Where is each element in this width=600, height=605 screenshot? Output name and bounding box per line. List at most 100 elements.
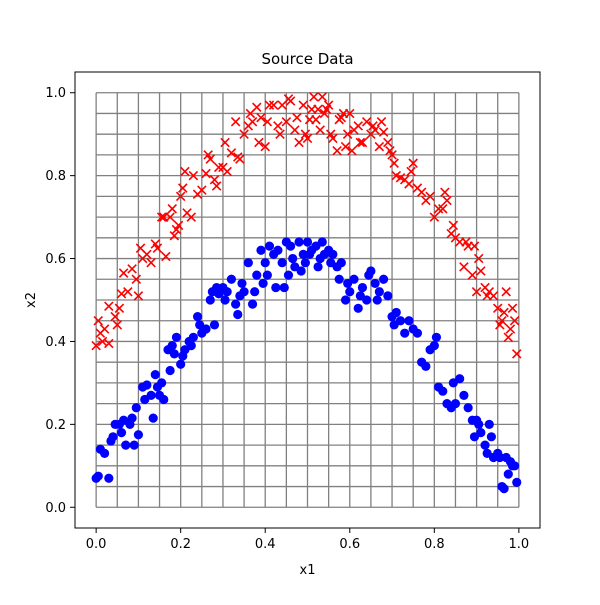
data-point-x-marker: [173, 220, 184, 231]
data-point-x-marker: [110, 311, 120, 322]
data-point-x-marker: [226, 148, 237, 158]
data-point-x-marker: [104, 338, 114, 349]
x-tick-label: 0.8: [424, 537, 445, 552]
x-tick-label: 0.0: [86, 537, 107, 552]
data-point-x-marker: [264, 100, 275, 110]
data-point-x-marker: [205, 154, 216, 164]
data-point-x-marker: [357, 137, 368, 148]
data-point-circle-marker: [328, 249, 338, 259]
data-point-x-marker: [353, 121, 363, 131]
data-point-circle-marker: [383, 291, 393, 301]
data-point-x-marker: [127, 264, 137, 274]
data-point-x-marker: [152, 243, 163, 253]
data-point-circle-marker: [340, 295, 351, 305]
series-layer: [91, 92, 522, 494]
data-point-x-marker: [146, 257, 156, 268]
data-point-x-marker: [235, 154, 245, 164]
data-point-x-marker: [492, 303, 503, 314]
data-point-circle-marker: [512, 477, 522, 487]
data-point-x-marker: [290, 125, 300, 135]
data-point-x-marker: [374, 141, 385, 152]
data-point-circle-marker: [499, 484, 509, 494]
data-point-circle-marker: [294, 237, 304, 247]
data-point-circle-marker: [260, 258, 270, 268]
data-point-circle-marker: [165, 365, 175, 376]
x-tick-label: 0.6: [339, 537, 360, 552]
data-point-circle-marker: [131, 403, 141, 413]
data-point-circle-marker: [169, 349, 179, 359]
data-point-circle-marker: [503, 469, 513, 479]
data-point-circle-marker: [463, 403, 473, 413]
data-point-circle-marker: [176, 359, 186, 369]
data-point-circle-marker: [157, 378, 167, 388]
data-point-x-marker: [503, 332, 514, 343]
data-point-circle-marker: [129, 440, 139, 450]
data-point-circle-marker: [317, 237, 327, 247]
data-point-circle-marker: [353, 303, 363, 313]
data-point-x-marker: [294, 137, 304, 148]
data-point-x-marker: [209, 175, 220, 185]
data-point-circle-marker: [336, 258, 346, 268]
data-point-x-marker: [361, 116, 372, 127]
data-point-x-marker: [378, 127, 389, 137]
data-point-x-marker: [511, 349, 522, 359]
data-point-x-marker: [175, 191, 186, 202]
data-point-x-marker: [328, 133, 338, 144]
data-point-circle-marker: [313, 262, 323, 272]
data-point-circle-marker: [277, 258, 287, 268]
y-axis-label: x2: [24, 292, 39, 308]
y-axis-ticks: 0.0 0.2 0.4 0.6 0.8 1.0: [45, 86, 75, 516]
data-point-circle-marker: [273, 245, 283, 255]
data-point-x-marker: [252, 102, 262, 113]
data-point-x-marker: [133, 291, 144, 301]
y-tick-label: 0.0: [45, 501, 66, 516]
data-point-x-marker: [123, 286, 133, 297]
grid: [95, 92, 520, 508]
data-point-circle-marker: [480, 440, 490, 450]
data-point-x-marker: [256, 112, 266, 123]
data-point-x-marker: [156, 212, 167, 222]
data-point-circle-marker: [108, 432, 118, 442]
data-point-x-marker: [91, 340, 101, 351]
data-point-circle-marker: [252, 270, 262, 280]
data-point-x-marker: [370, 125, 380, 135]
data-point-circle-marker: [148, 413, 158, 423]
data-point-x-marker: [442, 195, 452, 206]
data-point-circle-marker: [421, 361, 431, 371]
data-point-circle-marker: [298, 249, 308, 259]
data-point-x-marker: [298, 100, 309, 110]
data-point-x-marker: [273, 121, 283, 131]
data-point-x-marker: [302, 133, 313, 144]
data-point-x-marker: [317, 92, 328, 102]
data-point-x-marker: [376, 116, 387, 127]
data-point-circle-marker: [476, 428, 486, 438]
data-point-circle-marker: [279, 282, 289, 293]
data-point-circle-marker: [431, 332, 442, 342]
data-point-x-marker: [262, 116, 273, 127]
data-point-x-marker: [408, 158, 418, 168]
axes-frame: [74, 71, 541, 529]
data-point-x-marker: [383, 137, 393, 148]
data-point-circle-marker: [345, 287, 355, 297]
data-point-x-marker: [433, 204, 444, 214]
data-point-circle-marker: [412, 328, 423, 338]
data-point-circle-marker: [362, 295, 372, 305]
data-point-x-marker: [104, 301, 114, 311]
data-point-circle-marker: [116, 428, 127, 438]
data-point-x-marker: [416, 187, 427, 197]
data-point-x-marker: [254, 137, 264, 148]
data-point-x-marker: [97, 336, 108, 347]
data-point-circle-marker: [231, 299, 241, 309]
data-point-x-marker: [429, 212, 440, 222]
data-point-x-marker: [112, 320, 123, 330]
data-point-circle-marker: [459, 390, 469, 400]
data-point-circle-marker: [283, 270, 294, 280]
data-point-x-marker: [114, 303, 125, 314]
data-point-circle-marker: [205, 295, 215, 305]
data-point-circle-marker: [486, 432, 496, 442]
data-point-x-marker: [211, 181, 222, 191]
x-tick-label: 0.2: [170, 537, 191, 552]
data-point-circle-marker: [250, 287, 260, 297]
data-point-x-marker: [404, 179, 414, 189]
data-point-circle-marker: [450, 399, 461, 409]
